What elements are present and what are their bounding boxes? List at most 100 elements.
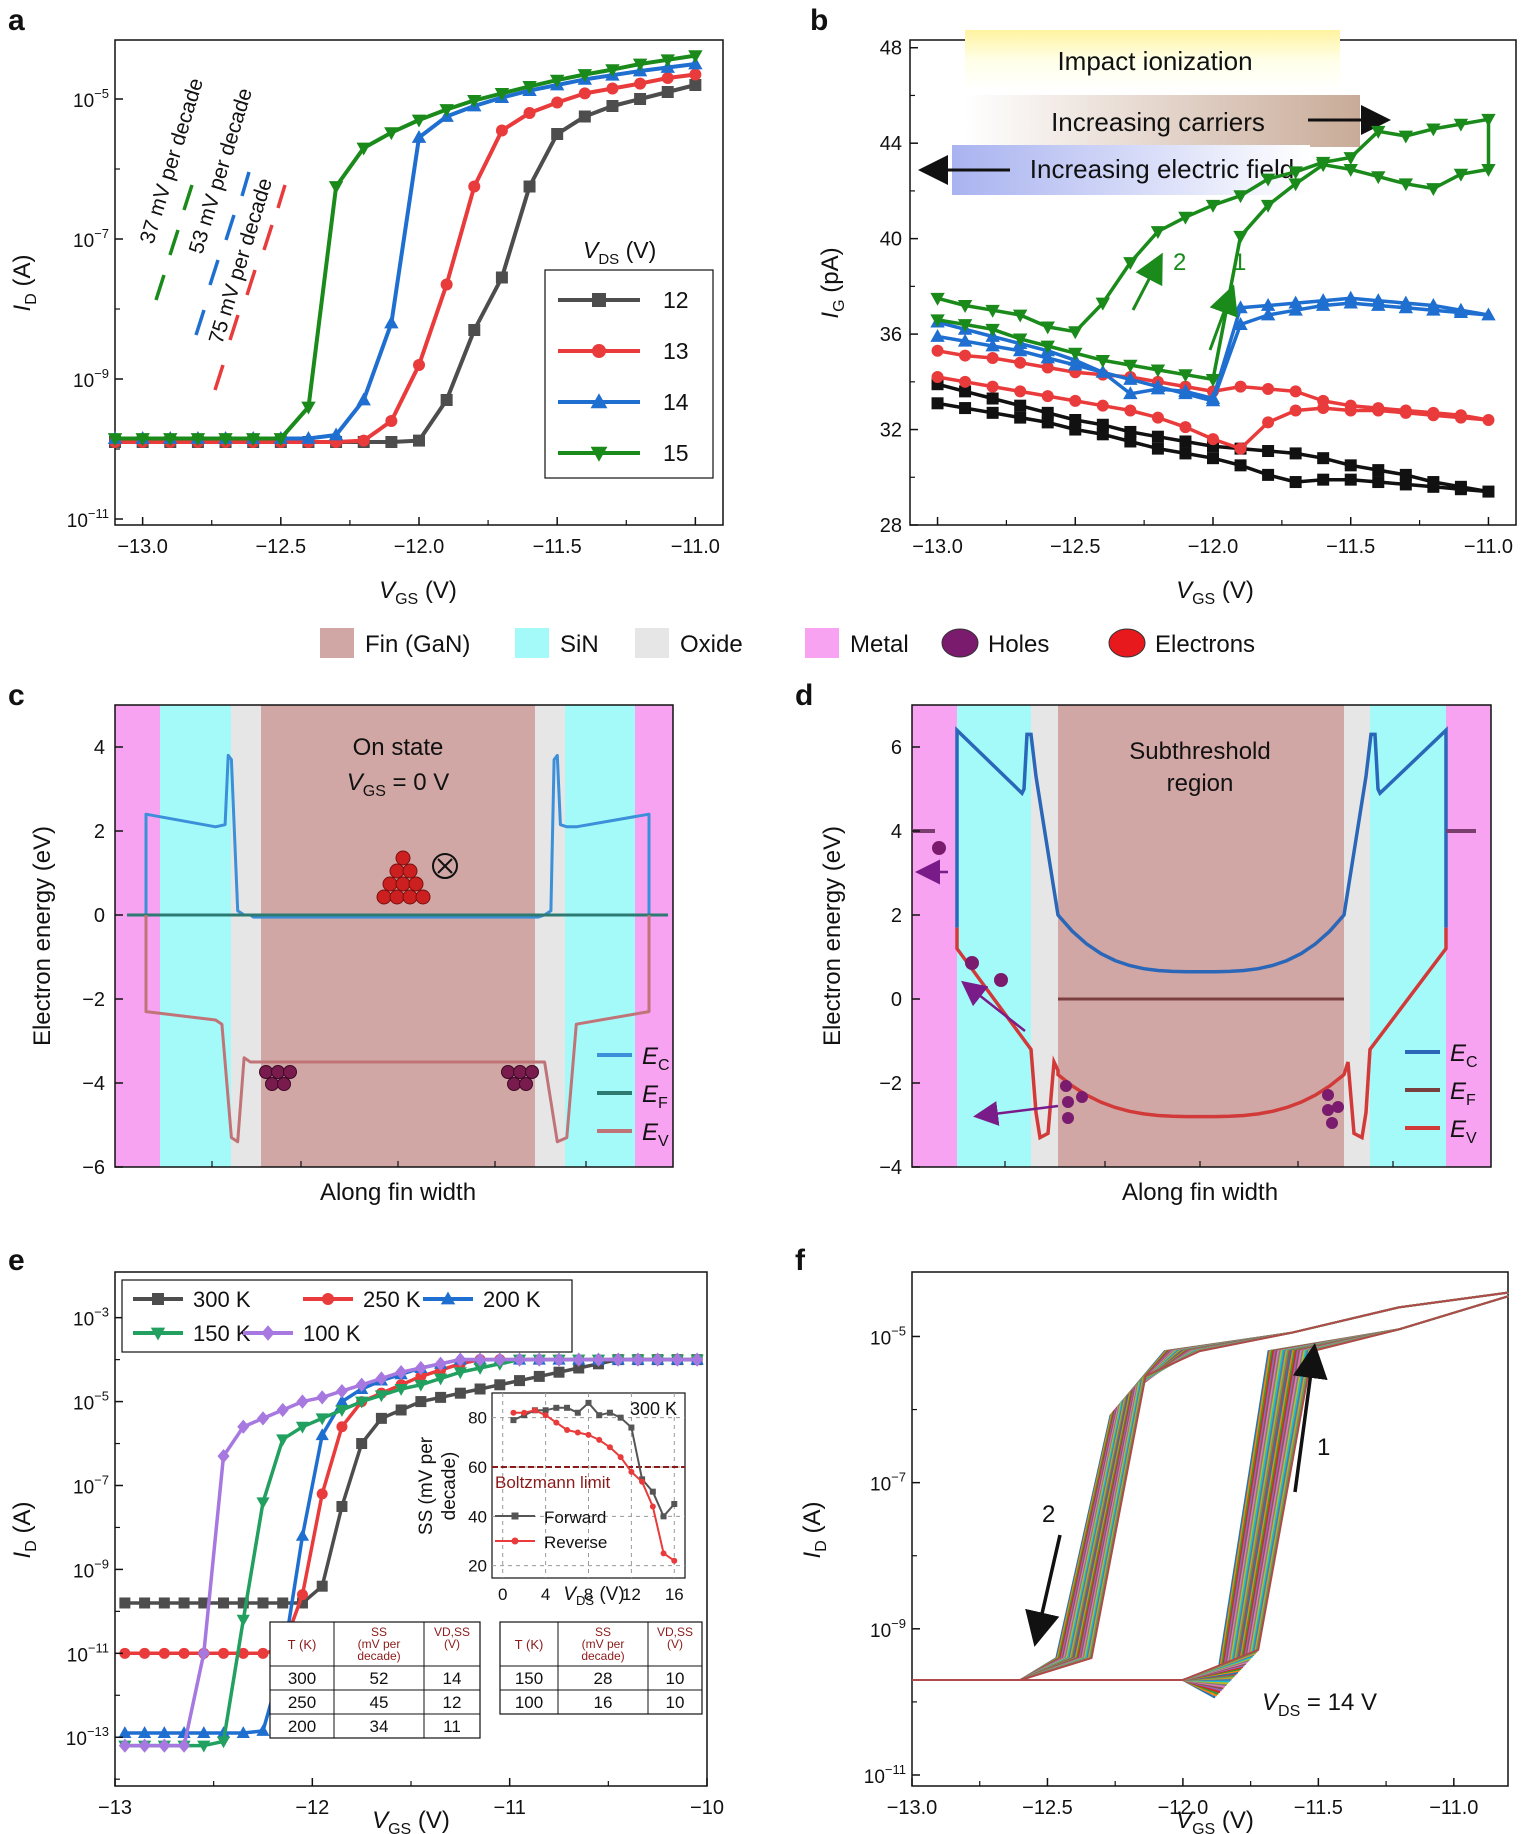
boltzmann-limit-label: Boltzmann limit xyxy=(495,1473,611,1492)
data-point xyxy=(592,1352,605,1367)
data-point xyxy=(533,1370,545,1382)
legend-label: Oxide xyxy=(680,631,743,658)
data-point xyxy=(986,392,999,405)
ss-table-header: (V) xyxy=(444,1637,460,1651)
legend-swatch xyxy=(941,628,979,658)
data-point xyxy=(577,69,593,82)
impact-ionization-label: Impact ionization xyxy=(1057,46,1252,76)
ss-table-cell: 11 xyxy=(443,1717,461,1736)
y-tick-label: −2 xyxy=(82,989,105,1011)
x-tick-label: −12.0 xyxy=(1158,1797,1209,1819)
data-point xyxy=(651,1352,664,1367)
data-point xyxy=(494,1379,506,1391)
increasing-field-band xyxy=(952,145,1310,195)
sweep-trace xyxy=(912,1295,1509,1681)
ss-table-cell: 34 xyxy=(370,1717,389,1736)
sweep-trace xyxy=(912,1291,1509,1681)
data-point xyxy=(1317,473,1330,486)
sweep-trace xyxy=(912,1291,1509,1681)
inset-data-point xyxy=(628,1468,635,1475)
y-axis-label: ID (A) xyxy=(799,1502,830,1559)
inset-data-point xyxy=(660,1513,667,1520)
data-point xyxy=(296,1597,308,1609)
data-point xyxy=(1095,297,1111,311)
sweep-trace xyxy=(912,1291,1509,1681)
sweep-trace xyxy=(912,1295,1509,1688)
ss-table-header: (mV per xyxy=(582,1637,625,1651)
data-point xyxy=(356,142,371,156)
series-line-15 xyxy=(115,53,696,441)
y-tick-label: 36 xyxy=(880,324,902,346)
sweep-arrow-1 xyxy=(1208,284,1238,351)
data-point xyxy=(1343,290,1358,304)
data-point xyxy=(549,74,565,88)
data-point xyxy=(573,1362,585,1374)
sweep-trace xyxy=(912,1295,1509,1697)
y-tick-label: 10−9 xyxy=(73,366,109,392)
data-point xyxy=(197,1740,211,1753)
data-point xyxy=(468,180,481,193)
y-axis-label: IG (pA) xyxy=(817,247,848,318)
data-point xyxy=(985,323,1000,337)
data-point xyxy=(1096,428,1109,441)
panel-f-chart: −13.0 −12.5 −12.0 −11.5 −11.0 10−11 10−9 10−7 10… xyxy=(799,1271,1509,1834)
data-point xyxy=(494,88,510,101)
data-point xyxy=(986,406,999,419)
data-point xyxy=(689,68,702,81)
ss-table-cell: 200 xyxy=(288,1717,316,1736)
sweep-trace xyxy=(912,1291,1509,1681)
inset-data-point xyxy=(585,1431,592,1438)
data-point xyxy=(315,1428,329,1441)
data-point xyxy=(453,1367,467,1380)
data-point xyxy=(1041,361,1054,374)
data-point xyxy=(1454,409,1467,422)
data-point xyxy=(1426,123,1441,137)
data-point xyxy=(336,1421,348,1433)
data-point xyxy=(468,324,481,336)
data-point xyxy=(385,436,398,448)
data-point xyxy=(118,1726,132,1738)
data-point xyxy=(236,1614,250,1627)
inset-data-point xyxy=(564,1404,571,1411)
x-tick-label: −11.0 xyxy=(671,536,720,558)
legend-label: 15 xyxy=(663,440,689,466)
data-point xyxy=(295,1421,310,1434)
data-point xyxy=(1288,178,1303,192)
panel-d-title-line2: region xyxy=(1167,770,1234,797)
inset-data-point xyxy=(510,1417,517,1424)
legend-marker xyxy=(322,1293,334,1305)
data-point xyxy=(551,128,564,140)
hole-cluster-left xyxy=(259,1065,297,1091)
sweep-trace xyxy=(912,1295,1509,1681)
data-point xyxy=(1068,347,1083,361)
x-tick-label: −12.5 xyxy=(256,536,307,558)
ss-table-header: decade) xyxy=(357,1649,400,1663)
data-point xyxy=(1095,354,1111,368)
y-tick-label: −2 xyxy=(879,1073,902,1095)
inset-legend-marker xyxy=(511,1537,519,1545)
sweep-trace xyxy=(912,1295,1509,1690)
data-point xyxy=(276,1434,290,1447)
x-tick-label: −12.5 xyxy=(1022,1797,1073,1819)
band-line-EV xyxy=(144,915,651,1144)
sweep-trace xyxy=(912,1295,1509,1681)
x-tick-label: −11.0 xyxy=(1464,536,1513,558)
legend-label: EC xyxy=(642,1043,670,1074)
legend-swatch xyxy=(635,628,669,658)
sweep-trace xyxy=(912,1295,1509,1681)
x-tick-label: −13.0 xyxy=(912,536,963,558)
data-point xyxy=(1179,447,1192,460)
sweep-label-1: 1 xyxy=(1233,249,1246,276)
data-point xyxy=(1398,178,1414,192)
panel-c-subtitle: VGS = 0 V xyxy=(347,769,450,800)
legend-swatch xyxy=(1108,628,1146,658)
data-point xyxy=(1343,164,1358,177)
panel-d-chart: −4 −2 0 2 4 6 Subthreshold region EC EF EV Alon… xyxy=(819,704,1492,1206)
legend-marker xyxy=(590,446,608,462)
ss-table-cell: 12 xyxy=(443,1693,462,1712)
legend-label: EF xyxy=(1450,1078,1476,1109)
inset-x-tick-label: 12 xyxy=(622,1585,641,1604)
data-point xyxy=(163,433,178,446)
data-point xyxy=(930,314,945,328)
data-point xyxy=(1205,374,1221,387)
